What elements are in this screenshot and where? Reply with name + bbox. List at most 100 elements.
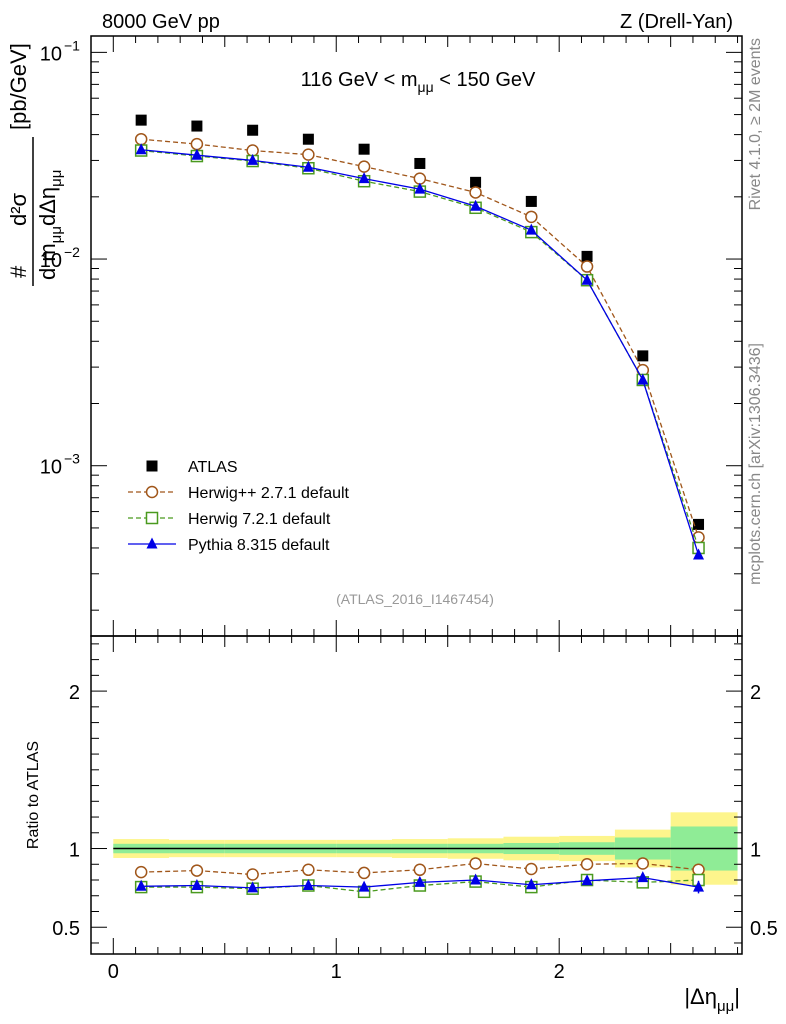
header-left: 8000 GeV pp [102,11,220,33]
data-point [247,124,259,136]
data-point [358,880,370,892]
data-point [191,120,203,132]
data-point [636,857,650,870]
data-point [525,862,538,876]
ratio-ytick-label-right: 1 [750,840,761,862]
legend-label: ATLAS [188,459,238,476]
legend-label: Pythia 8.315 default [188,537,330,554]
main-ytick-label: 10 [40,250,62,272]
data-point [190,137,204,151]
main-title-post: < 150 GeV [434,69,536,91]
ylabel-unit: [pb/GeV] [6,43,31,130]
ylabel-hash: # [6,265,31,278]
ytick-base: 10 [40,43,62,65]
main-title: 116 GeV < mμμ < 150 GeV [301,69,536,95]
main-ytick-exponent: −1 [64,37,80,53]
data-point [581,273,593,285]
xtick-label: 0 [108,961,119,983]
data-point [470,873,482,885]
series-line [141,879,699,893]
ratio-series [134,857,705,899]
legend: ATLAS Herwig++ 2.7.1 default Herwig 7.2.1 … [128,459,350,554]
legend-label: Herwig 7.2.1 default [188,511,331,528]
data-point [414,182,426,194]
data-point [357,866,371,880]
data-point [693,548,705,560]
data-point [469,186,482,199]
data-point [581,874,593,886]
legend-marker [146,460,158,472]
ratio-ytick-label-left: 1 [69,840,80,862]
legend-label: Herwig++ 2.7.1 default [188,485,350,502]
main-ytick-labels: 10−110−210−3 [40,37,80,478]
main-ticks [91,36,742,636]
xtick-labels: 0 1 2 [108,961,565,983]
xtick-label: 1 [331,961,342,983]
main-ytick-label: 10 [40,43,62,65]
ylabel-den-sub-b: μμ [48,170,65,187]
ylabel-den-a: d m [35,243,60,280]
data-point [302,863,315,877]
data-point [470,199,482,211]
ratio-ytick-label-left: 2 [69,682,80,704]
data-point [525,210,538,224]
data-point [135,879,147,891]
data-point [525,195,537,207]
main-ytick-exponent: −3 [64,451,80,467]
data-point [191,148,203,160]
ratio-ylabel: Ratio to ATLAS [25,741,42,849]
data-point [247,881,259,893]
data-point [469,857,482,870]
data-point [637,350,649,362]
series-line [141,138,700,538]
ratio-frame [90,635,743,955]
main-title-pre: 116 GeV < m [301,69,418,91]
data-point [134,132,148,146]
x-axis-label: |Δημμ| [684,984,740,1015]
xlabel-sub: μμ [717,998,734,1015]
data-point [580,858,594,871]
ylabel-den-sub-a: μμ [48,226,65,243]
data-point [413,172,427,185]
data-point [580,260,594,273]
main-ytick-exponent: −2 [64,244,80,260]
data-point [693,518,705,530]
main-title-sub: μμ [418,79,434,95]
ylabel-numerator: d²σ [6,192,31,226]
ratio-ytick-labels: 2 2 1 1 0.5 0.5 [52,682,778,940]
data-point [302,879,314,891]
data-point [358,172,370,184]
xlabel-pre: |Δη [684,984,717,1009]
data-point [637,871,649,883]
header-right: Z (Drell-Yan) [620,11,733,33]
data-point [470,176,482,188]
legend-marker [146,537,158,549]
data-point [414,157,426,169]
data-point [135,143,147,155]
mcplots-label: mcplots.cern.ch [arXiv:1306.3436] [747,343,764,585]
xlabel-post: | [734,984,740,1009]
data-point [525,223,537,235]
data-point [693,880,705,892]
data-point [414,875,426,887]
xtick-label: 2 [554,961,565,983]
ratio-ytick-label-left: 0.5 [52,918,80,940]
ytick-base: 10 [40,457,62,479]
ratio-ticks [91,636,742,954]
data-point [525,878,537,890]
ylabel-denominator: d mμμdΔημμ [35,170,65,280]
data-point [134,865,148,879]
legend-marker [145,511,159,525]
watermark: (ATLAS_2016_I1467454) [336,591,494,607]
data-point [692,863,705,877]
data-point [358,143,370,155]
data-point [302,160,314,172]
ytick-base: 10 [40,250,62,272]
ylabel-den-b: dΔη [35,187,60,226]
rivet-label: Rivet 4.1.0, ≥ 2M events [747,38,764,210]
data-point [190,864,204,877]
data-point [581,250,593,262]
data-point [302,148,315,161]
